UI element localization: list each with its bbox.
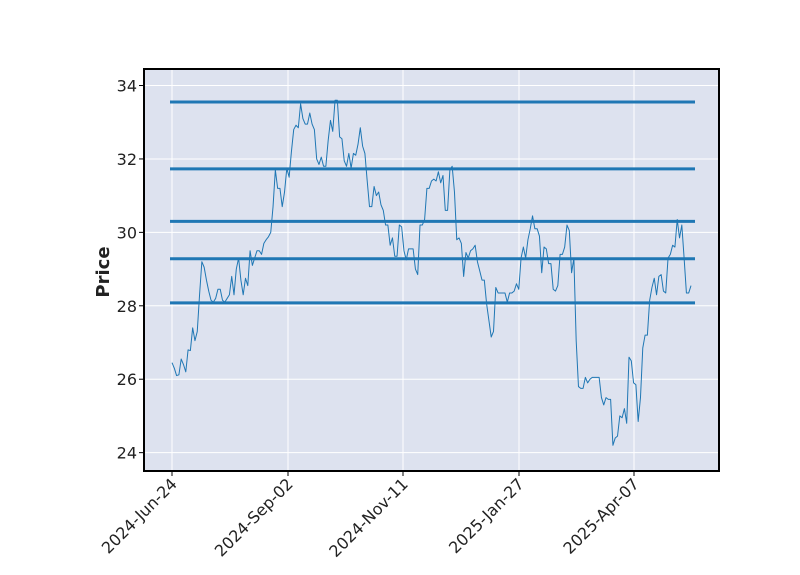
y-axis-title: Price	[93, 246, 114, 297]
x-tick-label: 2024-Nov-11	[325, 474, 412, 561]
y-tick-label: 26	[117, 370, 137, 389]
y-axis-ticks: 24 26 28 30 32 34	[117, 77, 144, 463]
price-line	[171, 99, 692, 446]
x-tick-label: 2025-Jan-27	[445, 474, 528, 557]
horizontal-levels	[170, 100, 695, 305]
x-tick-label: 2024-Jun-24	[98, 474, 181, 557]
plot-frame	[143, 68, 720, 472]
y-tick-label: 28	[117, 297, 137, 316]
x-axis-ticks: 2024-Jun-24 2024-Sep-02 2024-Nov-11 2025-Ja…	[98, 471, 643, 561]
grid	[144, 69, 719, 471]
y-tick-label: 24	[117, 444, 137, 463]
y-tick-label: 34	[117, 77, 137, 96]
plot-area	[144, 69, 719, 471]
x-tick-label: 2024-Sep-02	[211, 474, 297, 560]
y-tick-label: 30	[117, 223, 137, 242]
y-tick-label: 32	[117, 150, 137, 169]
x-tick-label: 2025-Apr-07	[559, 474, 642, 557]
